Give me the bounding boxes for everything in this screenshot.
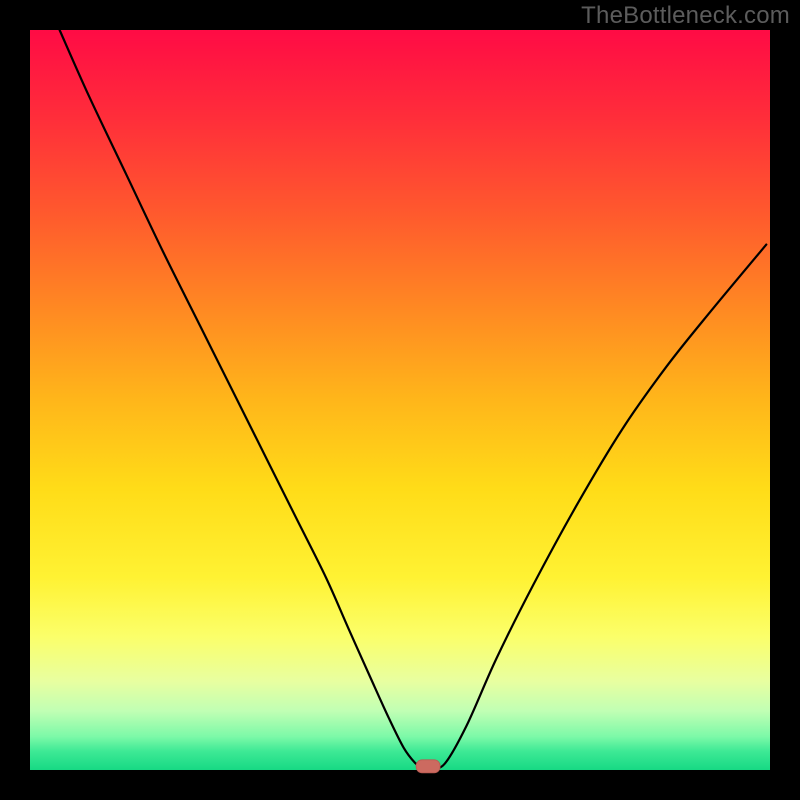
watermark-label: TheBottleneck.com [581, 2, 790, 30]
plot-background [30, 30, 770, 770]
chart-svg [0, 0, 800, 800]
chart-stage: TheBottleneck.com [0, 0, 800, 800]
minimum-marker [416, 760, 440, 773]
